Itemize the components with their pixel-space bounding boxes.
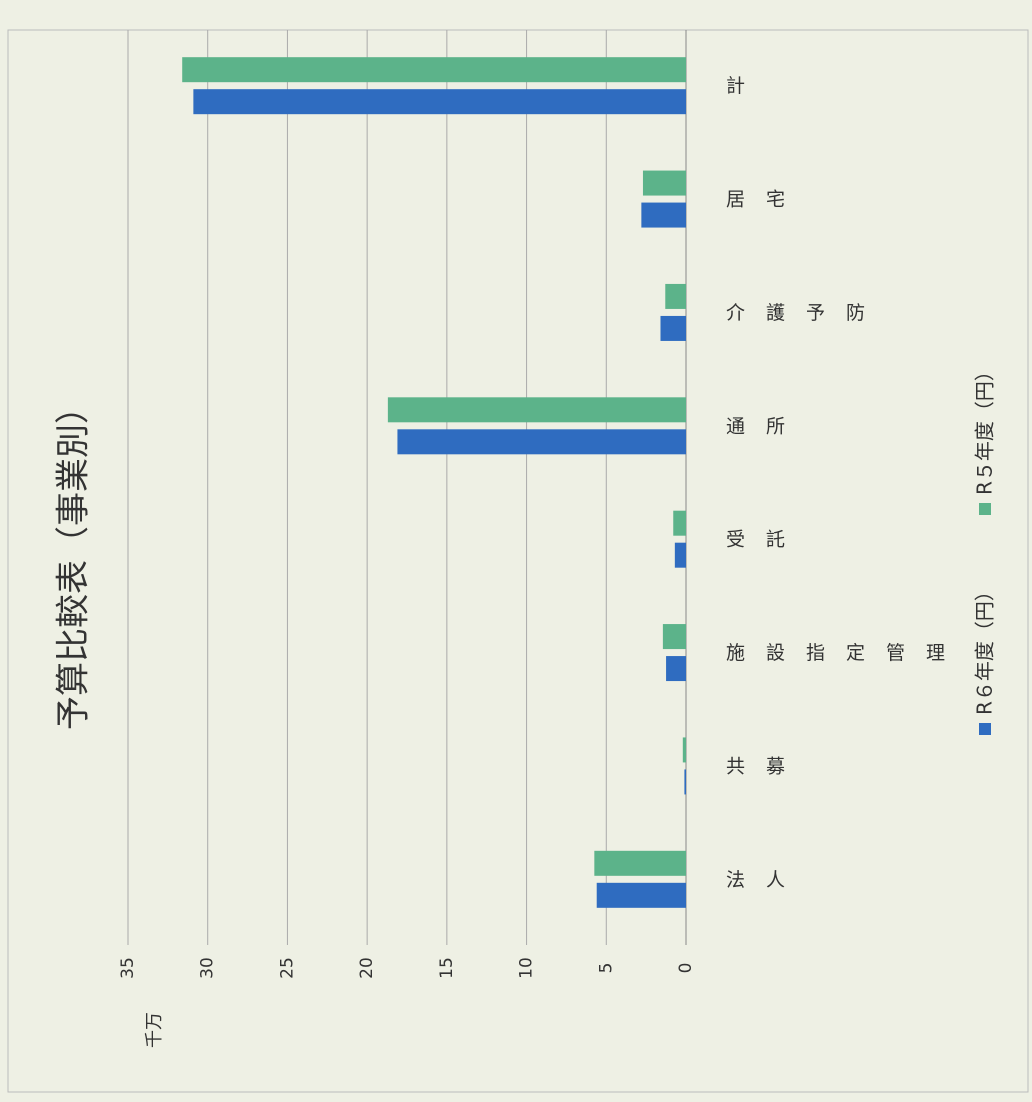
x-tick-label: 法人 xyxy=(726,869,806,891)
bar xyxy=(674,542,687,568)
legend-label: R６年度（円） xyxy=(973,581,997,715)
legend-swatch xyxy=(979,503,991,515)
bar xyxy=(594,850,686,876)
bar xyxy=(665,283,687,309)
y-tick-label: 5 xyxy=(596,963,616,974)
frame xyxy=(7,29,1029,1093)
x-tick-label: 受託 xyxy=(726,529,806,551)
bar xyxy=(182,57,686,83)
bar xyxy=(684,769,686,795)
bar xyxy=(666,656,686,682)
bar xyxy=(673,510,687,536)
chart-title: 予算比較表（事業別） xyxy=(54,390,94,730)
x-tick-label: 居宅 xyxy=(726,189,806,211)
bar xyxy=(193,89,686,115)
y-tick-label: 15 xyxy=(437,957,457,979)
bar xyxy=(682,737,686,763)
y-axis-label: 千万 xyxy=(144,1012,165,1048)
bar xyxy=(642,170,686,196)
bar xyxy=(387,397,686,423)
x-tick-label: 通所 xyxy=(726,415,806,437)
x-tick-label: 施設指定管理 xyxy=(726,642,966,664)
y-tick-label: 10 xyxy=(517,957,537,979)
bar xyxy=(660,315,687,341)
bar xyxy=(596,882,686,908)
y-tick-label: 0 xyxy=(676,963,696,974)
bar xyxy=(397,429,686,455)
bar xyxy=(662,624,687,650)
y-tick-label: 25 xyxy=(277,957,297,979)
x-tick-label: 共募 xyxy=(726,755,806,777)
y-tick-label: 35 xyxy=(118,957,138,979)
y-tick-label: 30 xyxy=(198,957,218,979)
rotated-chart: 予算比較表（事業別） 千万 0 5 10 15 20 25 30 35 R６年度（円） R５年度（… xyxy=(54,30,997,1048)
legend-label: R５年度（円） xyxy=(973,361,997,495)
y-tick-label: 20 xyxy=(357,957,377,979)
legend-swatch xyxy=(979,723,991,735)
bar xyxy=(641,202,686,228)
x-tick-label: 計 xyxy=(726,75,766,97)
x-tick-label: 介護予防 xyxy=(726,302,886,324)
